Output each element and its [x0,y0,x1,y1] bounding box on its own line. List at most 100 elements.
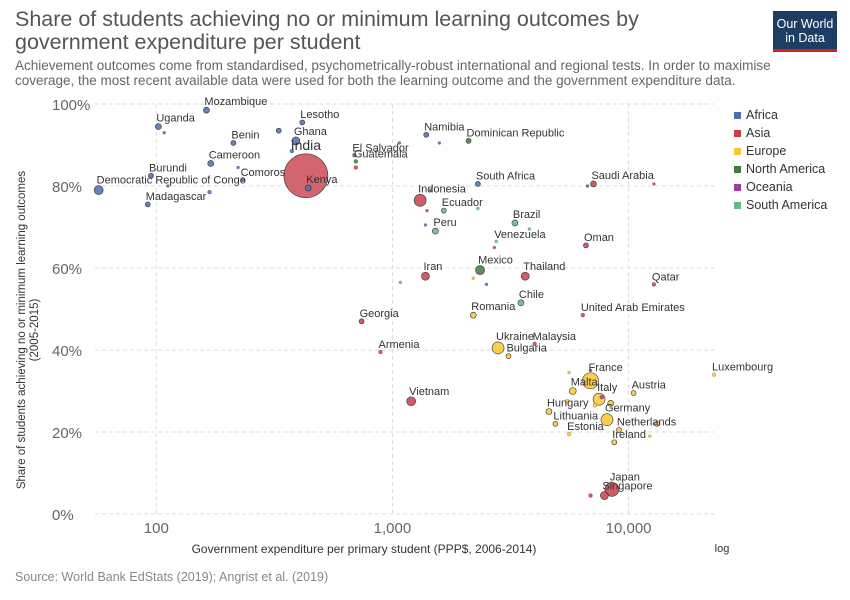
point-cameroon[interactable] [207,160,215,167]
point-lithuania[interactable] [552,420,559,427]
point-iran[interactable] [421,271,430,281]
point-chile[interactable] [517,299,525,307]
point-unlabeled[interactable] [166,184,170,188]
data-labels: Mozambique Uganda Lesotho Benin Ghana Cameroo… [97,96,773,492]
point-unlabeled[interactable] [398,280,402,284]
point-saudi-arabia[interactable] [590,180,597,188]
point-france[interactable] [582,372,599,390]
point-unlabeled[interactable] [428,188,433,192]
point-democratic-republic-of-congo[interactable] [93,185,104,195]
x-scale-toggle[interactable]: log [715,543,730,555]
point-unlabeled[interactable] [397,141,401,145]
point-kenya[interactable] [304,184,312,192]
point-malaysia[interactable] [532,341,537,346]
chart-title: Share of students achieving no or minimu… [15,7,639,54]
point-thailand[interactable] [520,271,530,281]
y-tick-label: 60% [52,261,82,278]
label-south-africa: South Africa [476,170,536,182]
legend-swatch-north-america [734,166,741,173]
point-unlabeled[interactable] [492,245,496,250]
point-ireland[interactable] [611,439,618,446]
point-unlabeled[interactable] [592,403,597,408]
point-unlabeled[interactable] [353,165,358,170]
point-el-salvador[interactable] [352,153,357,158]
point-estonia[interactable] [567,431,572,437]
point-indonesia[interactable] [413,194,427,207]
legend-item-asia[interactable]: Asia [746,126,770,140]
point-romania[interactable] [470,311,477,319]
point-unlabeled[interactable] [607,399,615,407]
point-mozambique[interactable] [203,106,210,114]
point-unlabeled[interactable] [162,131,166,135]
point-hungary[interactable] [545,408,553,415]
label-netherlands: Netherlands [617,416,677,428]
point-malta[interactable] [568,387,577,395]
point-qatar[interactable] [651,282,656,287]
point-ecuador[interactable] [441,207,447,214]
point-unlabeled[interactable] [289,149,294,154]
point-singapore[interactable] [600,491,609,500]
point-unlabeled[interactable] [471,276,475,280]
legend-item-europe[interactable]: Europe [746,144,786,158]
point-unlabeled[interactable] [648,434,652,438]
legend-item-africa[interactable]: Africa [746,108,778,122]
label-chile: Chile [519,289,544,301]
point-unlabeled[interactable] [567,370,571,375]
point-madagascar[interactable] [144,201,151,208]
x-tick-label: 10,000 [606,520,652,537]
point-netherlands[interactable] [616,427,622,433]
point-oman[interactable] [583,242,589,249]
point-unlabeled[interactable] [565,399,570,404]
point-guatemala[interactable] [353,159,358,164]
owid-logo[interactable]: Our World in Data [773,11,837,52]
point-benin[interactable] [230,140,237,146]
point-south-africa[interactable] [475,181,481,187]
point-unlabeled[interactable] [585,184,590,188]
point-luxembourg[interactable] [711,372,717,377]
point-unlabeled[interactable] [654,420,660,427]
point-germany[interactable] [600,413,614,427]
label-austria: Austria [632,380,667,392]
point-unlabeled[interactable] [476,206,480,211]
point-georgia[interactable] [358,318,365,325]
legend-item-north-america[interactable]: North America [746,162,825,176]
point-unlabeled[interactable] [275,127,282,134]
point-unlabeled[interactable] [423,223,428,227]
legend-swatch-africa [734,112,741,119]
label-benin: Benin [231,129,259,141]
point-uganda[interactable] [155,123,162,130]
point-bulgaria[interactable] [505,353,512,359]
point-unlabeled[interactable] [236,165,240,170]
point-unlabeled[interactable] [599,395,604,400]
point-unlabeled[interactable] [207,190,212,195]
point-burundi[interactable] [148,172,154,179]
point-unlabeled[interactable] [437,141,441,145]
point-comoros[interactable] [240,177,245,182]
point-japan[interactable] [604,482,620,497]
point-unlabeled[interactable] [588,493,593,498]
point-dominican-republic[interactable] [465,138,472,144]
point-unlabeled[interactable] [652,182,656,186]
point-ukraine[interactable] [491,341,505,355]
point-brazil[interactable] [511,219,519,227]
point-unlabeled[interactable] [425,209,429,213]
point-peru[interactable] [432,227,439,235]
chart-subtitle: Achievement outcomes come from standardi… [15,58,771,88]
point-united-arab-emirates[interactable] [580,313,585,318]
legend-item-south-america[interactable]: South America [746,198,827,212]
point-india[interactable] [283,153,329,199]
point-unlabeled[interactable] [484,282,489,286]
point-vietnam[interactable] [406,396,416,407]
point-austria[interactable] [630,390,637,396]
point-armenia[interactable] [378,349,383,355]
legend-item-oceania[interactable]: Oceania [746,180,793,194]
point-unlabeled[interactable] [527,227,531,231]
point-venezuela[interactable] [494,239,498,243]
logo-line-1: Our World [776,17,834,31]
axis-ticks: 0% 20% 40% 60% 80% 100% 100 1,000 10,000 [52,97,652,537]
point-mexico[interactable] [475,265,485,275]
point-lesotho[interactable] [299,119,306,126]
point-ghana[interactable] [291,136,301,146]
point-unlabeled[interactable] [588,368,593,373]
point-namibia[interactable] [423,131,430,138]
